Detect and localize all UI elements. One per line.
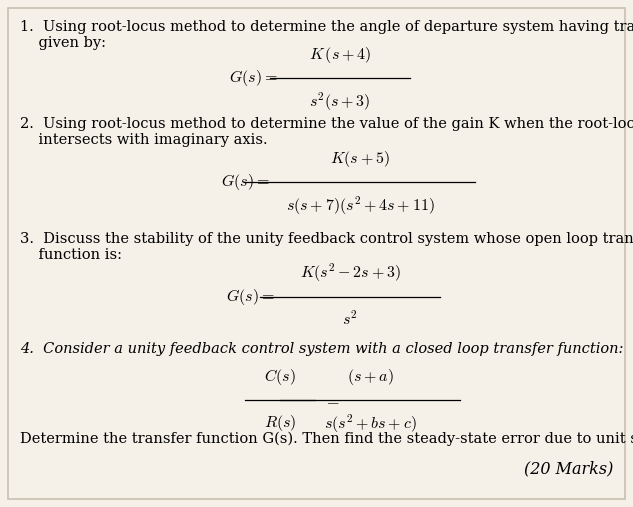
Text: $=$: $=$ bbox=[324, 391, 340, 409]
Text: $(s+a)$: $(s+a)$ bbox=[347, 367, 393, 387]
Text: $G(s) =$: $G(s) =$ bbox=[229, 68, 278, 88]
Text: $s^2(s+3)$: $s^2(s+3)$ bbox=[310, 91, 371, 114]
Text: 4.  Consider a unity feedback control system with a closed loop transfer functio: 4. Consider a unity feedback control sys… bbox=[20, 342, 624, 356]
Text: $K(s+5)$: $K(s+5)$ bbox=[330, 149, 390, 169]
Text: $G(s) =$: $G(s) =$ bbox=[226, 287, 275, 307]
Text: $G(s) =$: $G(s) =$ bbox=[222, 172, 270, 192]
Text: 3.  Discuss the stability of the unity feedback control system whose open loop t: 3. Discuss the stability of the unity fe… bbox=[20, 232, 633, 246]
Text: 2.  Using root-locus method to determine the value of the gain K when the root-l: 2. Using root-locus method to determine … bbox=[20, 117, 633, 131]
Text: $K\,(s+4)$: $K\,(s+4)$ bbox=[309, 45, 371, 65]
Text: function is:: function is: bbox=[20, 248, 122, 262]
Text: $R(s)$: $R(s)$ bbox=[264, 413, 296, 433]
Text: $C(s)$: $C(s)$ bbox=[264, 367, 296, 387]
Text: given by:: given by: bbox=[20, 36, 106, 50]
Text: intersects with imaginary axis.: intersects with imaginary axis. bbox=[20, 133, 268, 147]
Text: $s^2$: $s^2$ bbox=[342, 310, 358, 329]
Text: $K(s^2-2s+3)$: $K(s^2-2s+3)$ bbox=[299, 262, 401, 284]
Text: 1.  Using root-locus method to determine the angle of departure system having tr: 1. Using root-locus method to determine … bbox=[20, 20, 633, 34]
Text: $s(s+7)(s^2+4s+11)$: $s(s+7)(s^2+4s+11)$ bbox=[285, 195, 434, 218]
Text: Determine the transfer function G(s). Then find the steady-state error due to un: Determine the transfer function G(s). Th… bbox=[20, 432, 633, 446]
Text: (20 Marks): (20 Marks) bbox=[523, 460, 613, 477]
Text: $s(s^2+bs+c)$: $s(s^2+bs+c)$ bbox=[323, 413, 417, 436]
